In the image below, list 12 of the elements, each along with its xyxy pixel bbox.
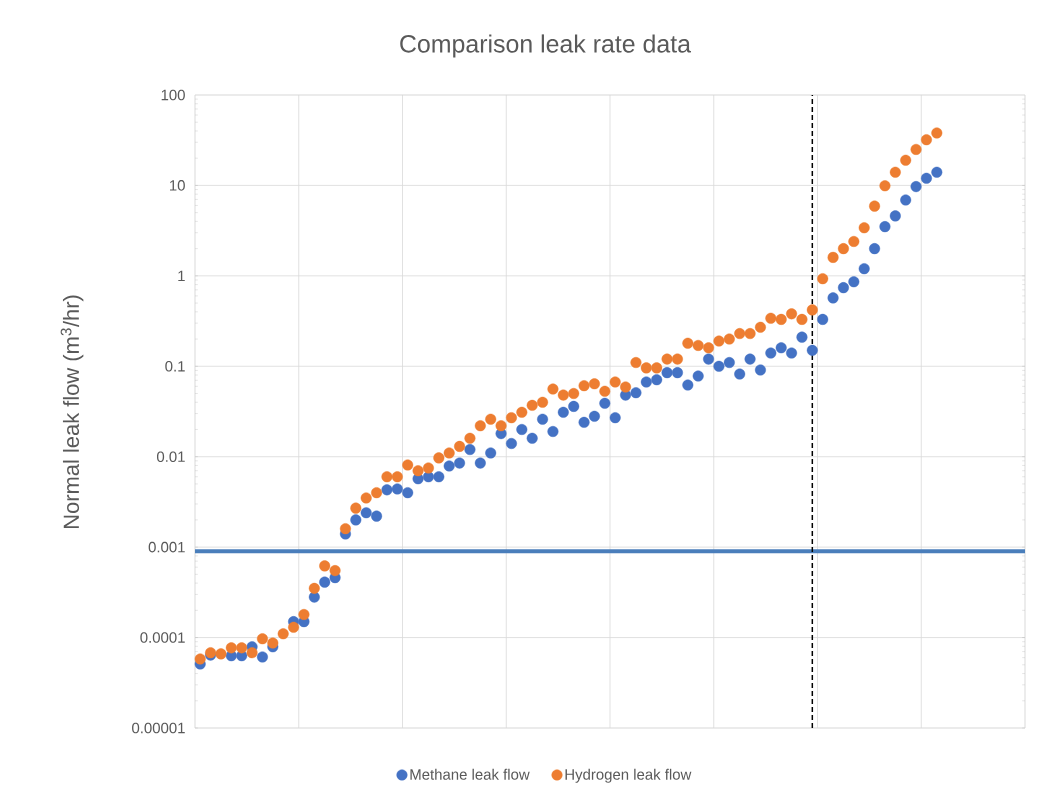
- legend-label: Hydrogen leak flow: [565, 768, 692, 783]
- y-tick-label: 0.001: [148, 541, 185, 553]
- y-axis-title: Normal leak flow (m$^{3}$/hr): [60, 295, 84, 528]
- y-tick-label: 0.0001: [140, 632, 185, 643]
- legend-label: Methane leak flow: [410, 768, 530, 780]
- y-tick-label: 0.1: [165, 360, 185, 372]
- y-tick-label: 10: [170, 180, 185, 191]
- y-tick-label: 0.01: [156, 451, 185, 462]
- y-tick-label: 1: [178, 270, 185, 281]
- chart-title: Comparison leak rate data: [400, 34, 692, 58]
- y-tick-label: 0.00001: [132, 722, 185, 734]
- y-tick-label: 100: [161, 89, 185, 101]
